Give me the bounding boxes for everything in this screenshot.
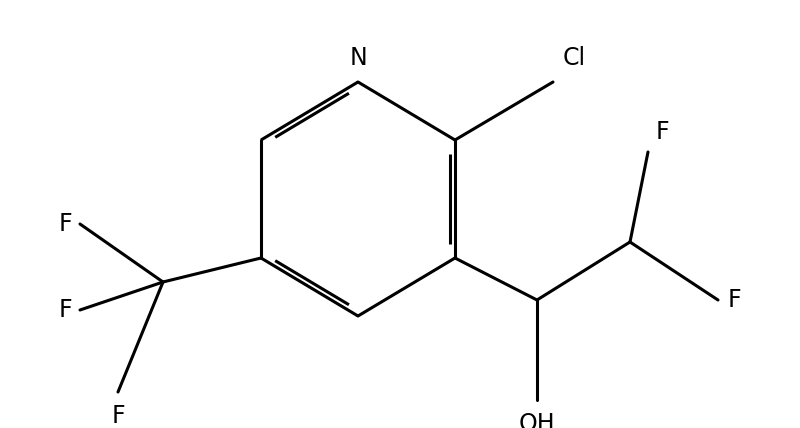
Text: F: F xyxy=(58,298,72,322)
Text: Cl: Cl xyxy=(563,46,586,70)
Text: F: F xyxy=(58,212,72,236)
Text: F: F xyxy=(728,288,742,312)
Text: F: F xyxy=(656,120,670,144)
Text: F: F xyxy=(111,404,125,428)
Text: OH: OH xyxy=(518,412,555,428)
Text: N: N xyxy=(349,46,367,70)
